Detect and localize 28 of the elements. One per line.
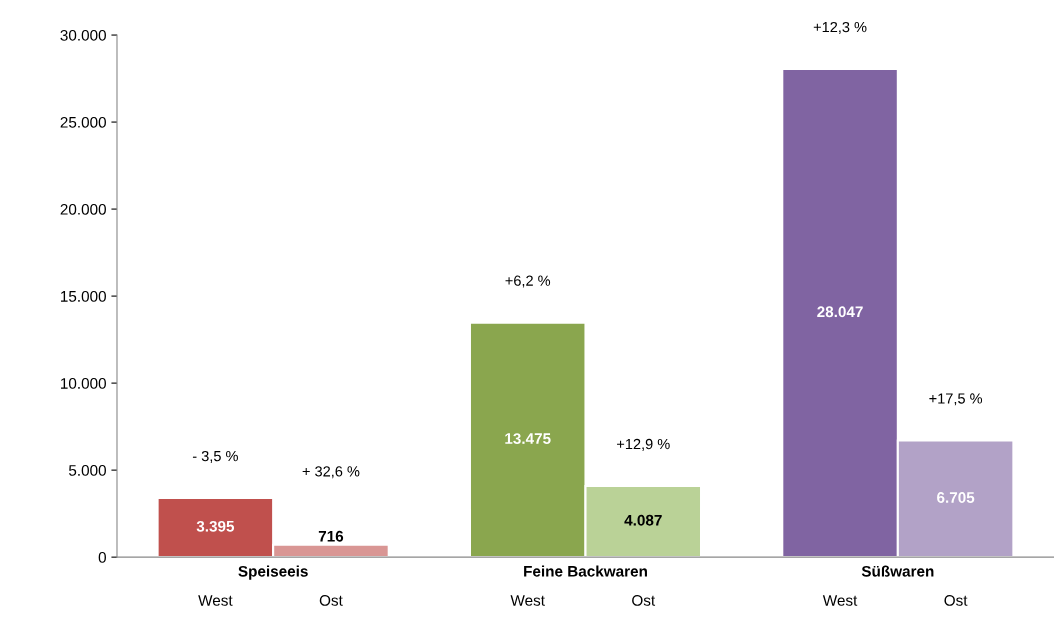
data-label: 28.047 [817, 306, 863, 318]
y-tick-label: 10.000 [61, 377, 106, 389]
text: West [510, 595, 545, 606]
text: Ost [632, 595, 656, 606]
y-tick-label: 0 [98, 552, 106, 563]
y-tick-label: 25.000 [60, 116, 106, 128]
annotation: + 32,6 % [302, 466, 360, 479]
annotation: - 3,5 % [192, 450, 238, 463]
text: +12,3 % [813, 21, 867, 34]
text: West [198, 595, 233, 606]
annotation: +12,9 % [617, 438, 670, 451]
y-tick-label: 30.000 [60, 29, 106, 41]
x-tick-label: Feine Backwaren [524, 565, 647, 577]
x-tick-label: Süßwaren [861, 565, 934, 577]
x-tick-label: Speiseeis [238, 565, 308, 580]
text: West [822, 595, 858, 606]
y-tick-label: 15.000 [61, 290, 106, 302]
y-tick-label: 5.000 [68, 464, 106, 476]
annotation: +17,5 % [929, 393, 983, 406]
y-tick-label: 20.000 [60, 203, 106, 215]
data-label: 6.705 [937, 492, 975, 503]
data-label: 716 [318, 530, 344, 542]
annotation: +6,2 % [505, 275, 551, 288]
text: Ost [319, 595, 343, 606]
data-label: 4.087 [624, 514, 662, 526]
data-label: 13.475 [505, 433, 551, 445]
data-label: 3.395 [196, 520, 235, 532]
text: Ost [944, 595, 968, 606]
